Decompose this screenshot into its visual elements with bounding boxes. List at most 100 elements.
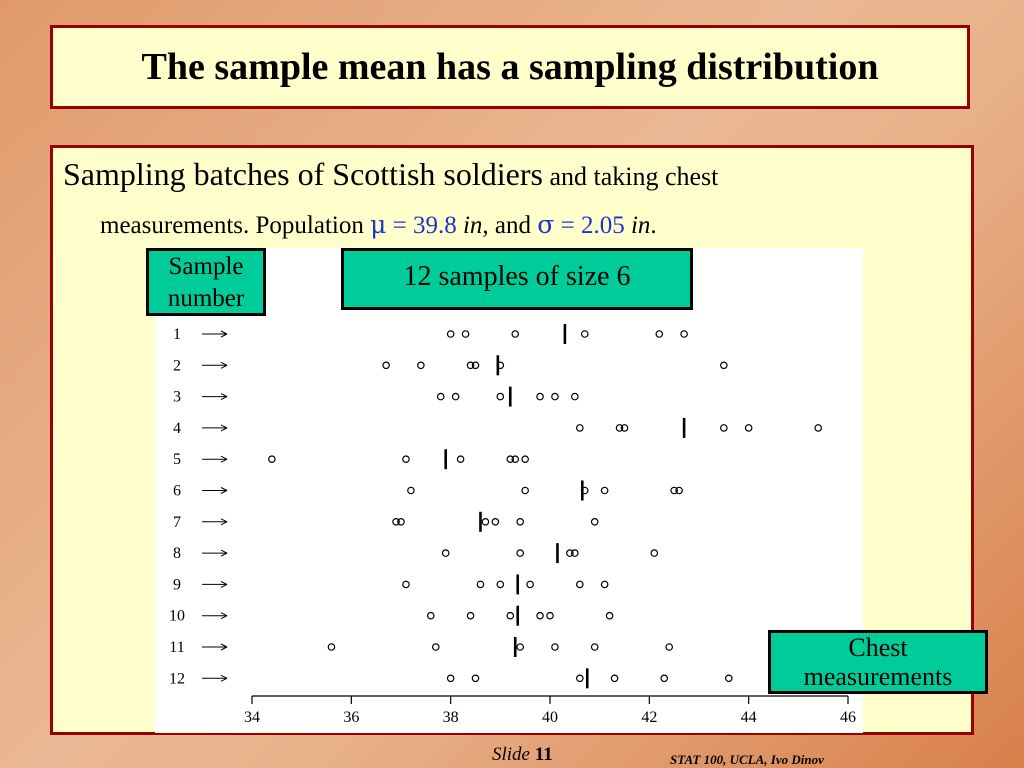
sigma-symbol: σ bbox=[537, 210, 555, 239]
data-point bbox=[516, 549, 525, 557]
data-point bbox=[466, 361, 475, 370]
row-arrow-head bbox=[220, 518, 228, 526]
data-point bbox=[491, 517, 500, 526]
row-arrow-head bbox=[220, 580, 228, 588]
row-arrow-head bbox=[220, 361, 228, 369]
data-point bbox=[431, 643, 440, 651]
y-row-label: 7 bbox=[173, 514, 181, 531]
mu-value: = 39.8 bbox=[386, 212, 457, 239]
row-arrow-head bbox=[220, 674, 228, 682]
title-box: The sample mean has a sampling distribut… bbox=[50, 25, 970, 109]
data-point bbox=[680, 330, 688, 338]
x-tick-label: 46 bbox=[840, 709, 856, 726]
y-row-label: 9 bbox=[173, 576, 181, 593]
data-point bbox=[481, 517, 490, 526]
description-measurements: measurements. Population bbox=[100, 212, 371, 239]
data-point bbox=[426, 611, 435, 620]
data-point bbox=[327, 643, 336, 651]
data-point bbox=[571, 549, 579, 557]
data-point bbox=[446, 674, 455, 683]
data-point bbox=[605, 611, 614, 620]
data-point bbox=[675, 486, 683, 495]
data-point bbox=[511, 330, 520, 338]
data-point bbox=[724, 674, 733, 683]
period: . bbox=[650, 212, 657, 239]
x-tick-label: 40 bbox=[542, 709, 558, 726]
data-point bbox=[441, 549, 450, 557]
y-row-label: 5 bbox=[173, 451, 181, 468]
data-point bbox=[720, 361, 728, 370]
y-row-label: 3 bbox=[173, 389, 181, 406]
data-point bbox=[471, 361, 480, 370]
footer-credit: STAT 100, UCLA, Ivo Dinov bbox=[670, 752, 824, 767]
data-point bbox=[506, 611, 515, 620]
data-point bbox=[610, 674, 619, 683]
data-point bbox=[446, 330, 455, 338]
slide-title: The sample mean has a sampling distribut… bbox=[141, 46, 879, 88]
y-row-label: 2 bbox=[173, 357, 181, 374]
data-point bbox=[566, 549, 574, 557]
data-point bbox=[402, 455, 410, 464]
data-point bbox=[590, 643, 599, 651]
data-point bbox=[476, 580, 485, 589]
data-point bbox=[407, 486, 415, 495]
data-point bbox=[536, 611, 544, 620]
sample-number-label: Sample number bbox=[146, 248, 266, 316]
x-tick-label: 42 bbox=[641, 709, 657, 726]
data-point bbox=[471, 674, 480, 683]
data-point bbox=[814, 424, 823, 432]
description-small: and taking chest bbox=[542, 162, 719, 191]
data-point bbox=[720, 424, 728, 432]
slide-number-value: 11 bbox=[534, 744, 553, 765]
y-row-label: 6 bbox=[173, 483, 181, 500]
sigma-value: = 2.05 bbox=[554, 212, 625, 239]
description-line-1: Sampling batches of Scottish soldiers an… bbox=[63, 156, 718, 193]
data-point bbox=[456, 455, 465, 464]
data-point bbox=[600, 486, 609, 495]
data-point bbox=[620, 424, 629, 432]
data-point bbox=[665, 643, 674, 651]
data-point bbox=[571, 392, 579, 401]
x-tick-label: 44 bbox=[741, 709, 757, 726]
y-row-label: 12 bbox=[169, 670, 185, 687]
data-point bbox=[575, 424, 584, 432]
data-point bbox=[466, 611, 475, 620]
x-tick-label: 36 bbox=[343, 709, 359, 726]
data-point bbox=[392, 517, 400, 526]
data-point bbox=[546, 611, 554, 620]
y-row-label: 8 bbox=[173, 545, 181, 562]
x-tick-label: 34 bbox=[244, 709, 260, 726]
data-point bbox=[660, 674, 669, 683]
row-arrow-head bbox=[220, 455, 228, 463]
data-point bbox=[521, 455, 529, 464]
data-point bbox=[511, 455, 520, 464]
data-point bbox=[461, 330, 470, 338]
data-point bbox=[580, 330, 589, 338]
content-box: Sampling batches of Scottish soldiers an… bbox=[50, 145, 988, 735]
data-point bbox=[551, 643, 559, 651]
chest-line-1: Chest bbox=[848, 633, 908, 662]
data-point bbox=[417, 361, 425, 370]
sample-number-line-1: Sample bbox=[168, 253, 244, 280]
data-point bbox=[744, 424, 753, 432]
data-point bbox=[516, 517, 525, 526]
row-arrow-head bbox=[220, 393, 228, 401]
chest-measurements-label: Chest measurements bbox=[768, 630, 988, 694]
and-text: , and bbox=[482, 212, 538, 239]
data-point bbox=[496, 580, 505, 589]
data-point bbox=[575, 674, 584, 683]
description-line-2: measurements. Population μ = 39.8 in, an… bbox=[100, 210, 657, 240]
y-row-label: 1 bbox=[173, 326, 181, 343]
y-row-label: 4 bbox=[173, 420, 181, 437]
data-point bbox=[650, 549, 659, 557]
row-arrow-head bbox=[220, 487, 228, 494]
row-arrow-head bbox=[220, 643, 228, 651]
data-point bbox=[670, 486, 678, 495]
data-point bbox=[451, 392, 460, 401]
data-point bbox=[575, 580, 584, 589]
samples-label: 12 samples of size 6 bbox=[341, 248, 693, 310]
slide-number: Slide 11 bbox=[492, 744, 553, 766]
data-point bbox=[496, 392, 505, 401]
y-row-label: 11 bbox=[169, 639, 184, 656]
